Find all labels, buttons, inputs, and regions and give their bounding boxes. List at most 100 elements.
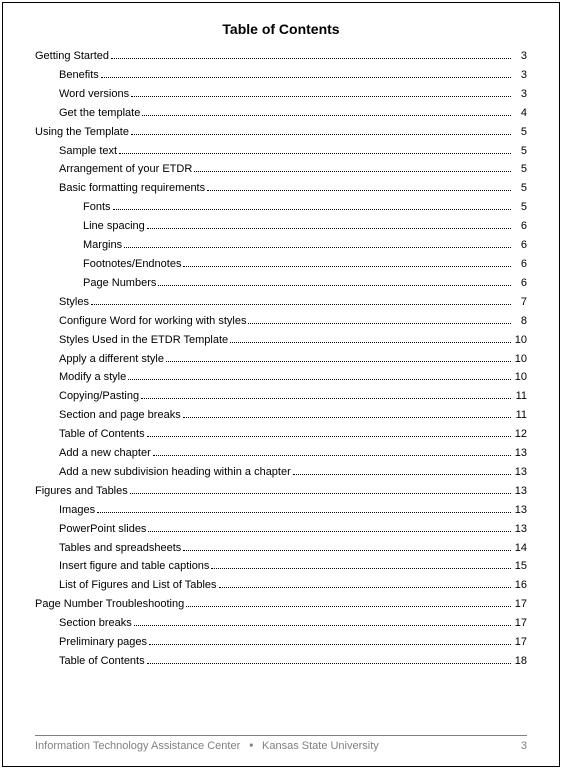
toc-leader-dots: [124, 247, 511, 248]
toc-entry: Margins 6: [35, 236, 527, 255]
toc-leader-dots: [101, 77, 511, 78]
toc-leader-dots: [147, 663, 511, 664]
toc-entry: Page Number Troubleshooting17: [35, 595, 527, 614]
toc-entry: Styles Used in the ETDR Template 10: [35, 331, 527, 350]
toc-entry-label: Add a new chapter: [59, 444, 151, 463]
toc-entry-page: 18: [513, 652, 527, 671]
toc-entry-page: 6: [513, 236, 527, 255]
toc-leader-dots: [148, 531, 511, 532]
toc-entry-page: 5: [513, 123, 527, 142]
toc-entry: Getting Started 3: [35, 47, 527, 66]
footer-separator: ■: [249, 743, 253, 749]
toc-entry-label: Add a new subdivision heading within a c…: [59, 463, 291, 482]
toc-entry-page: 10: [513, 350, 527, 369]
toc-entry-label: Images: [59, 501, 95, 520]
toc-entry: Using the Template 5: [35, 123, 527, 142]
toc-entry-page: 14: [513, 539, 527, 558]
toc-leader-dots: [131, 134, 511, 135]
toc-entry-label: Fonts: [83, 198, 111, 217]
toc-leader-dots: [293, 474, 511, 475]
toc-entry-label: Styles Used in the ETDR Template: [59, 331, 228, 350]
footer-org: Information Technology Assistance Center…: [35, 740, 521, 752]
document-page: Table of Contents Getting Started 3 Benefi…: [2, 2, 560, 767]
toc-entry-page: 17: [513, 595, 527, 614]
toc-entry: Arrangement of your ETDR5: [35, 160, 527, 179]
toc-entry-page: 7: [513, 293, 527, 312]
toc-leader-dots: [248, 323, 511, 324]
toc-entry: PowerPoint slides 13: [35, 520, 527, 539]
toc-leader-dots: [211, 568, 511, 569]
toc-entry-page: 13: [513, 520, 527, 539]
toc-entry: Line spacing 6: [35, 217, 527, 236]
toc-entry-page: 5: [513, 142, 527, 161]
toc-entry-label: Section breaks: [59, 614, 132, 633]
toc-entry-page: 6: [513, 217, 527, 236]
toc-leader-dots: [194, 171, 511, 172]
toc-entry: Basic formatting requirements5: [35, 179, 527, 198]
toc-leader-dots: [141, 398, 511, 399]
toc-entry-label: Preliminary pages: [59, 633, 147, 652]
toc-entry-page: 13: [513, 463, 527, 482]
toc-leader-dots: [183, 417, 511, 418]
toc-leader-dots: [183, 266, 511, 267]
toc-entry-label: Modify a style: [59, 368, 126, 387]
toc-entry: Figures and Tables13: [35, 482, 527, 501]
toc-entry-label: Apply a different style: [59, 350, 164, 369]
toc-entry-page: 5: [513, 179, 527, 198]
toc-entry: Table of Contents 12: [35, 425, 527, 444]
toc-entry-page: 4: [513, 104, 527, 123]
toc-entry-label: Table of Contents: [59, 652, 145, 671]
toc-entry-page: 10: [513, 368, 527, 387]
toc-entry-label: Section and page breaks: [59, 406, 181, 425]
toc-entry: Section and page breaks 11: [35, 406, 527, 425]
toc-leader-dots: [128, 379, 511, 380]
toc-entry: Fonts 5: [35, 198, 527, 217]
toc-entry: Images13: [35, 501, 527, 520]
toc-entry-label: Benefits: [59, 66, 99, 85]
toc-leader-dots: [166, 361, 511, 362]
toc-entry-page: 11: [513, 406, 527, 425]
toc-entry: Styles7: [35, 293, 527, 312]
toc-entry-label: Margins: [83, 236, 122, 255]
toc-entry: Modify a style 10: [35, 368, 527, 387]
toc-entry-label: Insert figure and table captions: [59, 557, 209, 576]
toc-entry-page: 15: [513, 557, 527, 576]
toc-entry: Add a new subdivision heading within a c…: [35, 463, 527, 482]
toc-entry: Page Numbers6: [35, 274, 527, 293]
toc-entry-page: 6: [513, 255, 527, 274]
toc-entry: Preliminary pages 17: [35, 633, 527, 652]
toc-leader-dots: [153, 455, 511, 456]
toc-entry-page: 13: [513, 444, 527, 463]
toc-entry-label: Getting Started: [35, 47, 109, 66]
toc-entry-label: Line spacing: [83, 217, 145, 236]
page-footer: Information Technology Assistance Center…: [35, 735, 527, 752]
toc-entry-label: Configure Word for working with styles: [59, 312, 246, 331]
toc-leader-dots: [186, 606, 511, 607]
toc-entry: List of Figures and List of Tables16: [35, 576, 527, 595]
toc-leader-dots: [147, 228, 511, 229]
toc-leader-dots: [130, 493, 511, 494]
toc-entry: Apply a different style 10: [35, 350, 527, 369]
toc-entry-label: Table of Contents: [59, 425, 145, 444]
toc-entry-label: Get the template: [59, 104, 140, 123]
toc-entry-page: 10: [513, 331, 527, 350]
toc-entry-page: 3: [513, 66, 527, 85]
toc-entry: Copying/Pasting11: [35, 387, 527, 406]
toc-entry-page: 12: [513, 425, 527, 444]
toc-entry: Insert figure and table captions 15: [35, 557, 527, 576]
toc-entry-page: 17: [513, 633, 527, 652]
toc-entry-page: 16: [513, 576, 527, 595]
toc-entry-label: Using the Template: [35, 123, 129, 142]
toc-entry-label: Footnotes/Endnotes: [83, 255, 181, 274]
toc-leader-dots: [183, 550, 511, 551]
toc-entry: Configure Word for working with styles 8: [35, 312, 527, 331]
toc-entry-page: 13: [513, 482, 527, 501]
toc-entry: Footnotes/Endnotes 6: [35, 255, 527, 274]
toc-leader-dots: [207, 190, 511, 191]
toc-entry-page: 8: [513, 312, 527, 331]
toc-leader-dots: [91, 304, 511, 305]
toc-entry-label: PowerPoint slides: [59, 520, 146, 539]
toc-entry-page: 5: [513, 198, 527, 217]
toc-entry-page: 3: [513, 47, 527, 66]
toc-entry-label: Page Numbers: [83, 274, 156, 293]
